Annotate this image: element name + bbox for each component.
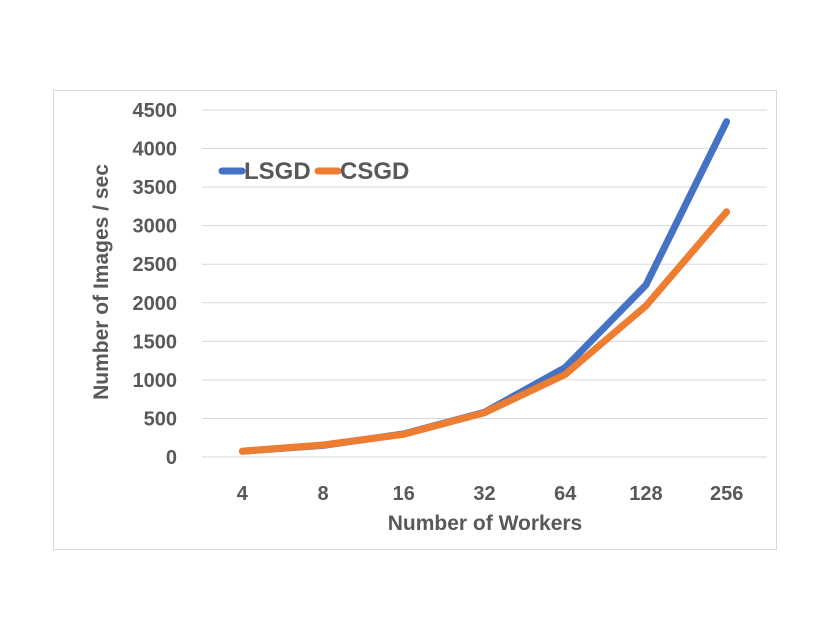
x-tick-label: 32 xyxy=(473,483,495,505)
x-tick-label: 4 xyxy=(237,483,249,505)
series-lines xyxy=(238,118,731,455)
y-tick-label: 3500 xyxy=(133,177,178,199)
legend: LSGD CSGD xyxy=(218,158,409,185)
y-tick-label: 500 xyxy=(144,408,177,430)
y-tick-label: 1500 xyxy=(133,331,178,353)
legend-label-csgd: CSGD xyxy=(340,158,409,185)
legend-label-lsgd: LSGD xyxy=(244,158,311,185)
x-tick-label: 128 xyxy=(629,483,662,505)
y-tick-label: 4500 xyxy=(133,100,178,122)
y-tick-label: 2000 xyxy=(133,293,178,315)
series-line-csgd xyxy=(238,208,731,455)
x-tick-label: 64 xyxy=(554,483,577,505)
x-tick-label: 16 xyxy=(393,483,415,505)
y-tick-labels: 0 500 1000 1500 2000 2500 3000 3500 4000 4500 xyxy=(133,100,178,469)
x-tick-labels: 4 8 16 32 64 128 256 xyxy=(237,483,744,505)
y-tick-label: 2500 xyxy=(133,254,178,276)
y-tick-label: 4000 xyxy=(133,139,178,161)
y-tick-label: 0 xyxy=(166,447,177,469)
y-tick-label: 3000 xyxy=(133,216,178,238)
x-axis-title: Number of Workers xyxy=(388,512,583,535)
y-axis-title: Number of Images / sec xyxy=(90,164,113,400)
chart-frame xyxy=(53,90,777,550)
x-tick-label: 256 xyxy=(710,483,743,505)
x-tick-label: 8 xyxy=(318,483,329,505)
y-tick-label: 1000 xyxy=(133,370,178,392)
